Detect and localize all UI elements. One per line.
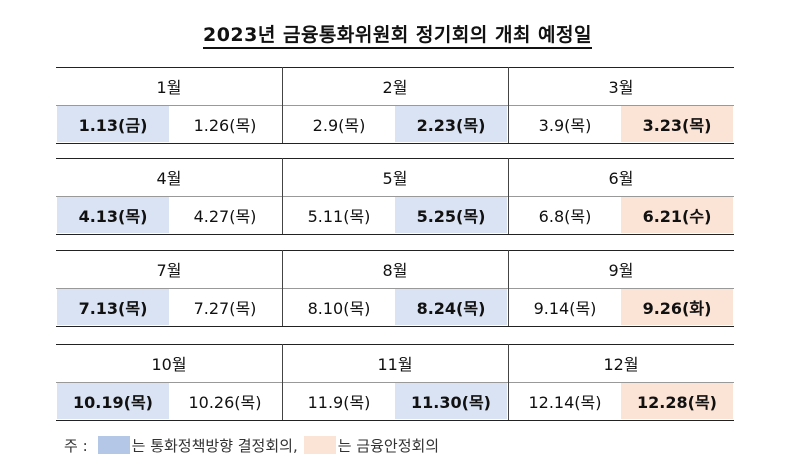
month-header: 3월 <box>608 78 634 97</box>
legend-note: 주 : 는 통화정책방향 결정회의, 는 금융안정회의 <box>64 434 439 456</box>
stability-meeting-swatch <box>303 436 336 454</box>
month-divider <box>508 250 509 326</box>
month-divider <box>282 158 283 234</box>
month-header: 5월 <box>382 169 408 188</box>
meeting-date: 9.14(목) <box>533 299 597 318</box>
meeting-date: 6.8(목) <box>538 207 592 226</box>
month-header: 7월 <box>156 261 182 280</box>
policy-meeting-date: 5.25(목) <box>395 197 507 233</box>
policy-meeting-date: 11.30(목) <box>395 383 507 419</box>
policy-meeting-date: 10.19(목) <box>57 383 169 419</box>
note-prefix: 주 : <box>64 436 88 455</box>
policy-meeting-swatch <box>97 436 130 454</box>
month-header: 10월 <box>151 355 187 374</box>
month-header: 9월 <box>608 261 634 280</box>
stability-meeting-date: 12.28(목) <box>621 383 733 419</box>
meeting-date: 3.9(목) <box>538 116 592 135</box>
month-divider <box>508 158 509 234</box>
month-header: 12월 <box>603 355 639 374</box>
policy-meeting-date: 1.13(금) <box>57 106 169 142</box>
table-rule <box>56 67 734 68</box>
table-rule <box>56 143 734 144</box>
table-rule <box>56 420 734 421</box>
table-rule <box>56 105 734 106</box>
title-text: 2023년 금융통화위원회 정기회의 개최 예정일 <box>202 24 592 49</box>
month-divider <box>508 344 509 420</box>
stability-meeting-date: 9.26(화) <box>621 289 733 325</box>
table-rule <box>56 234 734 235</box>
table-rule <box>56 326 734 327</box>
meeting-date: 11.9(목) <box>307 393 371 412</box>
table-rule <box>56 250 734 251</box>
stability-meeting-date: 6.21(수) <box>621 197 733 233</box>
table-rule <box>56 382 734 383</box>
policy-meeting-legend: 는 통화정책방향 결정회의, <box>131 436 298 455</box>
meeting-date: 5.11(목) <box>307 207 371 226</box>
meeting-date: 2.9(목) <box>312 116 366 135</box>
page-title: 2023년 금융통화위원회 정기회의 개최 예정일 <box>0 20 795 49</box>
month-divider <box>508 67 509 143</box>
policy-meeting-date: 7.13(목) <box>57 289 169 325</box>
meeting-date: 7.27(목) <box>193 299 257 318</box>
month-header: 4월 <box>156 169 182 188</box>
meeting-date: 4.27(목) <box>193 207 257 226</box>
month-header: 8월 <box>382 261 408 280</box>
stability-meeting-legend: 는 금융안정회의 <box>337 436 440 455</box>
month-divider <box>282 67 283 143</box>
meeting-date: 12.14(목) <box>528 393 602 412</box>
month-header: 11월 <box>377 355 413 374</box>
month-header: 2월 <box>382 78 408 97</box>
table-rule <box>56 344 734 345</box>
month-divider <box>282 344 283 420</box>
policy-meeting-date: 2.23(목) <box>395 106 507 142</box>
month-header: 1월 <box>156 78 182 97</box>
meeting-date: 1.26(목) <box>193 116 257 135</box>
month-header: 6월 <box>608 169 634 188</box>
stability-meeting-date: 3.23(목) <box>621 106 733 142</box>
policy-meeting-date: 4.13(목) <box>57 197 169 233</box>
policy-meeting-date: 8.24(목) <box>395 289 507 325</box>
meeting-date: 10.26(목) <box>188 393 262 412</box>
table-rule <box>56 158 734 159</box>
table-rule <box>56 196 734 197</box>
meeting-date: 8.10(목) <box>307 299 371 318</box>
month-divider <box>282 250 283 326</box>
table-rule <box>56 288 734 289</box>
